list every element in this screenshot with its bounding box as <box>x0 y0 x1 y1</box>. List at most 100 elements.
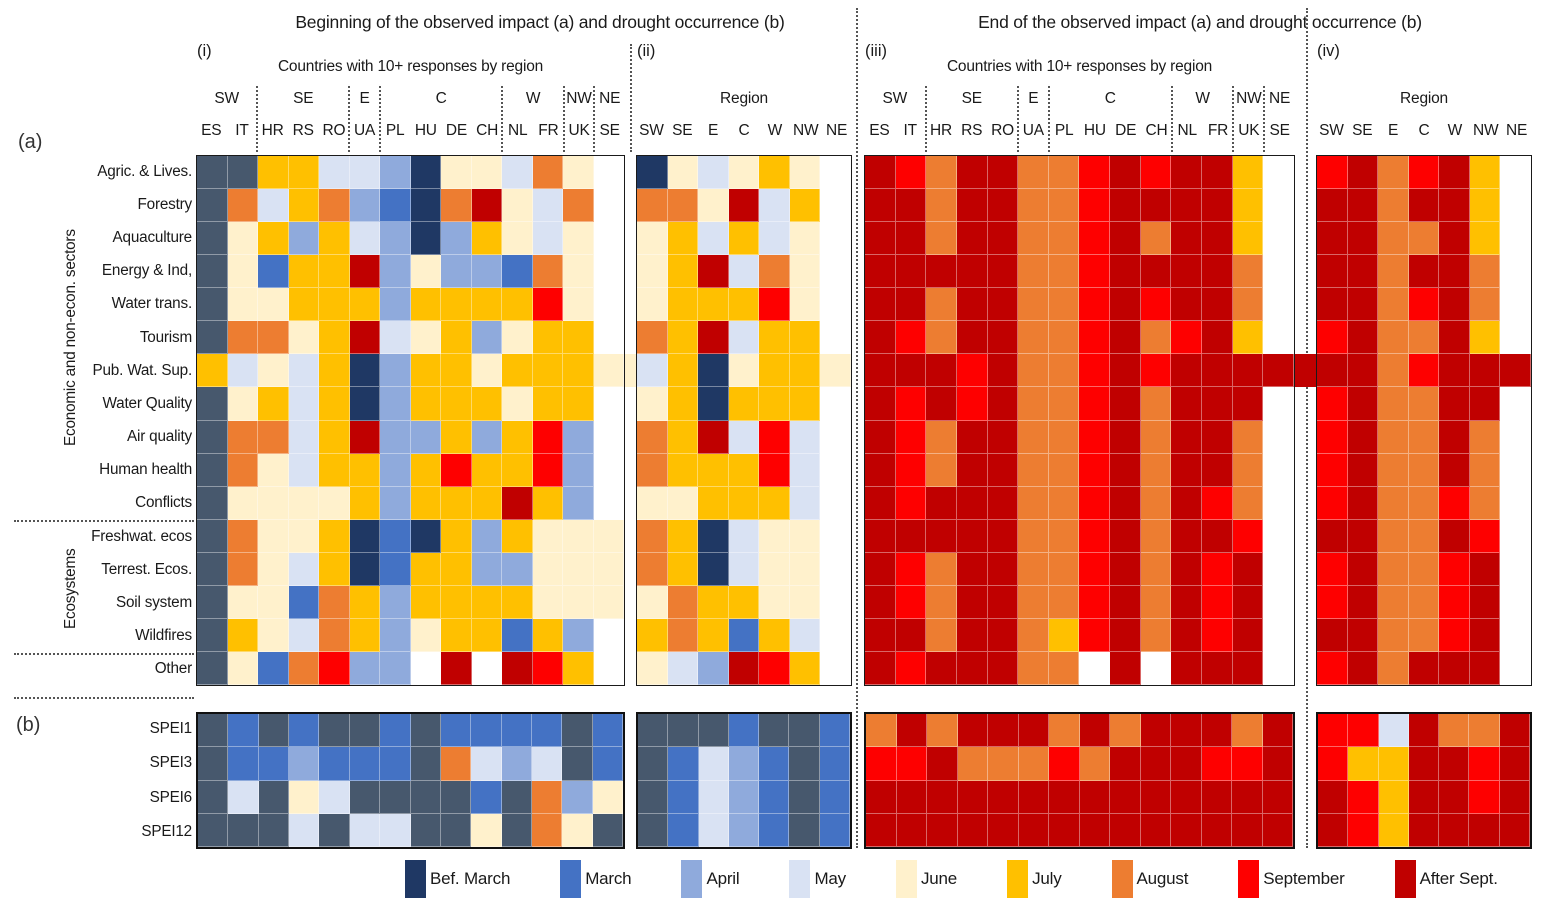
heatmap-cell <box>1202 420 1233 454</box>
column-header: SE <box>1269 122 1290 139</box>
heatmap-cell <box>1263 453 1294 487</box>
heatmap-cell <box>197 387 228 421</box>
heatmap-cell <box>593 354 624 388</box>
heatmap-cell <box>865 651 896 685</box>
heatmap-cell <box>1348 813 1379 847</box>
heatmap-cell <box>759 288 790 322</box>
heatmap-cell <box>698 156 729 190</box>
heatmap-cell <box>1140 321 1172 355</box>
heatmap-cell <box>349 780 381 814</box>
heatmap-cell <box>197 255 228 289</box>
heatmap-cell <box>502 486 533 520</box>
column-header: HR <box>261 122 284 139</box>
heatmap-cell <box>227 189 258 223</box>
heatmap-cell <box>637 585 668 619</box>
heatmap-cell <box>1262 780 1293 814</box>
heatmap-cell <box>441 255 472 289</box>
heatmap-cell <box>1171 780 1202 814</box>
legend-item: June <box>895 860 957 898</box>
heatmap-cell <box>926 387 957 421</box>
heatmap-cell <box>1347 255 1379 289</box>
heatmap-cell <box>1171 222 1203 256</box>
heatmap-cell <box>471 780 502 814</box>
column-header: CH <box>1145 122 1168 139</box>
heatmap-cell <box>532 552 563 586</box>
heatmap-cell <box>410 321 441 355</box>
heatmap-cell <box>789 222 821 256</box>
heatmap-cell <box>198 747 229 781</box>
heatmap-cell <box>1348 780 1379 814</box>
heatmap-cell <box>1140 780 1171 814</box>
heatmap-cell <box>987 486 1019 520</box>
legend-label: July <box>1032 869 1062 888</box>
heatmap-cell <box>1317 651 1348 685</box>
heatmap-cell <box>319 519 350 553</box>
heatmap-cell <box>1439 288 1470 322</box>
heatmap-cell <box>957 714 988 748</box>
heatmap-cell <box>410 585 441 619</box>
column-header: NE <box>1505 122 1528 139</box>
legend-swatch-a <box>681 860 703 898</box>
heatmap-cell <box>563 453 594 487</box>
heatmap-cell <box>258 288 289 322</box>
heatmap-cell <box>563 651 594 685</box>
heatmap-cell <box>698 747 729 781</box>
heatmap-cell <box>288 255 319 289</box>
heatmap-cell <box>698 288 729 322</box>
heatmap-cell <box>471 651 502 685</box>
heatmap-cell <box>1500 420 1531 454</box>
heatmap-cell <box>593 288 624 322</box>
heatmap-cell <box>1347 222 1379 256</box>
region-group-label: NE <box>1269 90 1291 107</box>
heatmap-cell <box>667 321 699 355</box>
heatmap-cell <box>1439 747 1470 781</box>
heatmap-cell <box>319 585 350 619</box>
heatmap-cell <box>288 618 319 652</box>
heatmap-cell <box>1110 420 1141 454</box>
heatmap-cell <box>228 747 259 781</box>
heatmap-cell <box>926 156 957 190</box>
heatmap-cell <box>1499 714 1530 748</box>
heatmap-cell <box>866 813 897 847</box>
heatmap-cell <box>380 519 411 553</box>
heatmap-cell <box>1079 714 1110 748</box>
heatmap-cell <box>988 813 1019 847</box>
heatmap-cell <box>1018 813 1049 847</box>
column-header: IT <box>903 122 917 139</box>
heatmap-cell <box>288 486 319 520</box>
heatmap-cell <box>895 189 927 223</box>
heatmap-cell <box>1408 519 1440 553</box>
heatmap-cell <box>1171 420 1203 454</box>
region-group-label: SW <box>882 90 908 107</box>
heatmap-cell <box>1408 747 1440 781</box>
heatmap-cell <box>1201 780 1232 814</box>
heatmap-cell <box>1500 255 1531 289</box>
heatmap-cell <box>502 222 533 256</box>
heatmap-cell <box>1263 189 1294 223</box>
heatmap-cell <box>896 780 927 814</box>
heatmap-cell <box>563 288 594 322</box>
heatmap-cell <box>820 222 851 256</box>
heatmap-cell <box>197 288 228 322</box>
heatmap-cell <box>926 618 957 652</box>
heatmap-cell <box>1469 585 1501 619</box>
heatmap-cell <box>258 354 289 388</box>
heatmap-cell <box>1469 453 1501 487</box>
heatmap-cell <box>865 387 896 421</box>
heatmap-cell <box>759 255 790 289</box>
panel-label-iii: (iii) <box>865 42 887 60</box>
heatmap-cell <box>1469 747 1500 781</box>
heatmap-cell <box>1018 222 1049 256</box>
heatmap-cell <box>410 156 441 190</box>
heatmap-cell <box>926 486 957 520</box>
heatmap-cell <box>789 156 821 190</box>
heatmap-cell <box>1469 156 1501 190</box>
heatmap-cell <box>1408 156 1440 190</box>
heatmap-cell <box>1317 354 1348 388</box>
column-header: UK <box>568 122 590 139</box>
heatmap-cell <box>380 156 411 190</box>
heatmap-cell <box>441 585 472 619</box>
heatmap-cell <box>1171 255 1203 289</box>
heatmap-cell <box>1079 222 1111 256</box>
heatmap-cell <box>319 420 350 454</box>
